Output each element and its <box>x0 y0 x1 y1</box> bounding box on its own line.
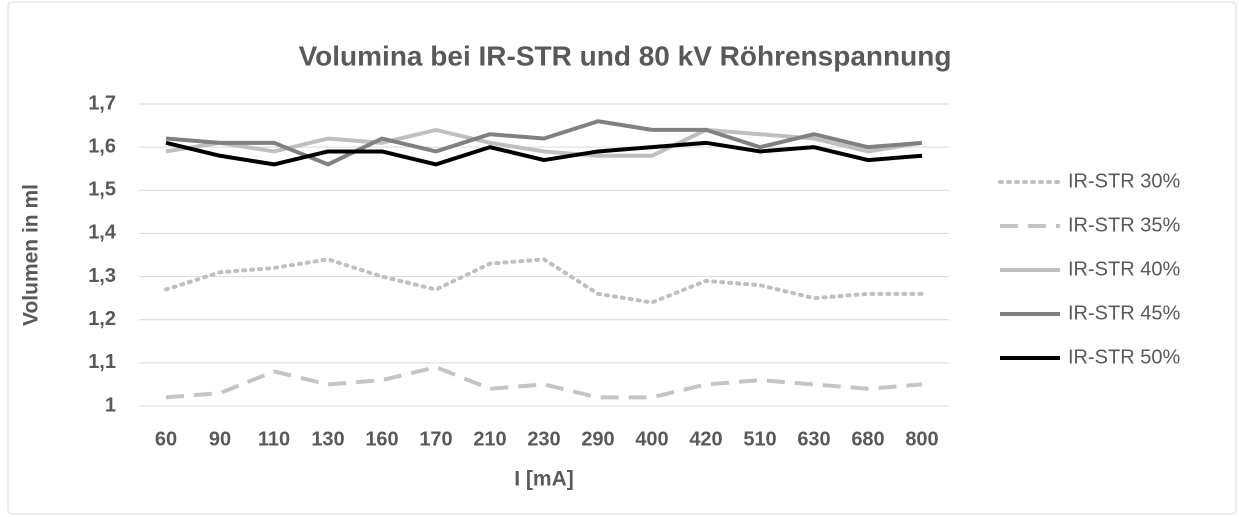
x-axis-label: I [mA] <box>514 468 574 491</box>
legend-label: IR-STR 45% <box>1068 302 1180 324</box>
y-tick-label: 1,5 <box>88 179 116 201</box>
x-tick-label: 90 <box>209 428 231 450</box>
x-tick-label: 510 <box>743 428 776 450</box>
chart-border <box>7 1 1237 515</box>
y-tick-label: 1,6 <box>88 135 116 157</box>
series-line <box>165 365 923 400</box>
y-tick-label: 1,1 <box>88 351 116 373</box>
legend-label: IR-STR 35% <box>1068 214 1180 236</box>
x-tick-label: 420 <box>689 428 722 450</box>
legend-label: IR-STR 40% <box>1068 258 1180 280</box>
y-tick-label: 1,2 <box>88 308 116 330</box>
y-tick-label: 1,3 <box>88 265 116 287</box>
x-tick-label: 800 <box>905 428 938 450</box>
x-tick-label: 130 <box>311 428 344 450</box>
y-axis-label: Volumen in ml <box>20 184 43 326</box>
chart-title: Volumina bei IR-STR und 80 kV Röhrenspan… <box>299 40 952 71</box>
series-line <box>164 257 924 305</box>
legend-label: IR-STR 50% <box>1068 346 1180 368</box>
x-tick-label: 630 <box>797 428 830 450</box>
x-tick-label: 170 <box>419 428 452 450</box>
series-line <box>165 119 923 167</box>
y-tick-label: 1,7 <box>88 92 116 114</box>
x-tick-label: 60 <box>155 428 177 450</box>
x-tick-label: 680 <box>851 428 884 450</box>
y-tick-label: 1 <box>105 394 116 416</box>
x-tick-label: 160 <box>365 428 398 450</box>
series-line <box>165 140 923 167</box>
y-tick-label: 1,4 <box>88 222 117 244</box>
legend-label: IR-STR 30% <box>1068 170 1180 192</box>
x-tick-label: 290 <box>581 428 614 450</box>
x-tick-label: 110 <box>258 428 290 450</box>
x-tick-label: 400 <box>635 428 668 450</box>
x-tick-label: 230 <box>527 428 560 450</box>
x-tick-label: 210 <box>473 428 506 450</box>
